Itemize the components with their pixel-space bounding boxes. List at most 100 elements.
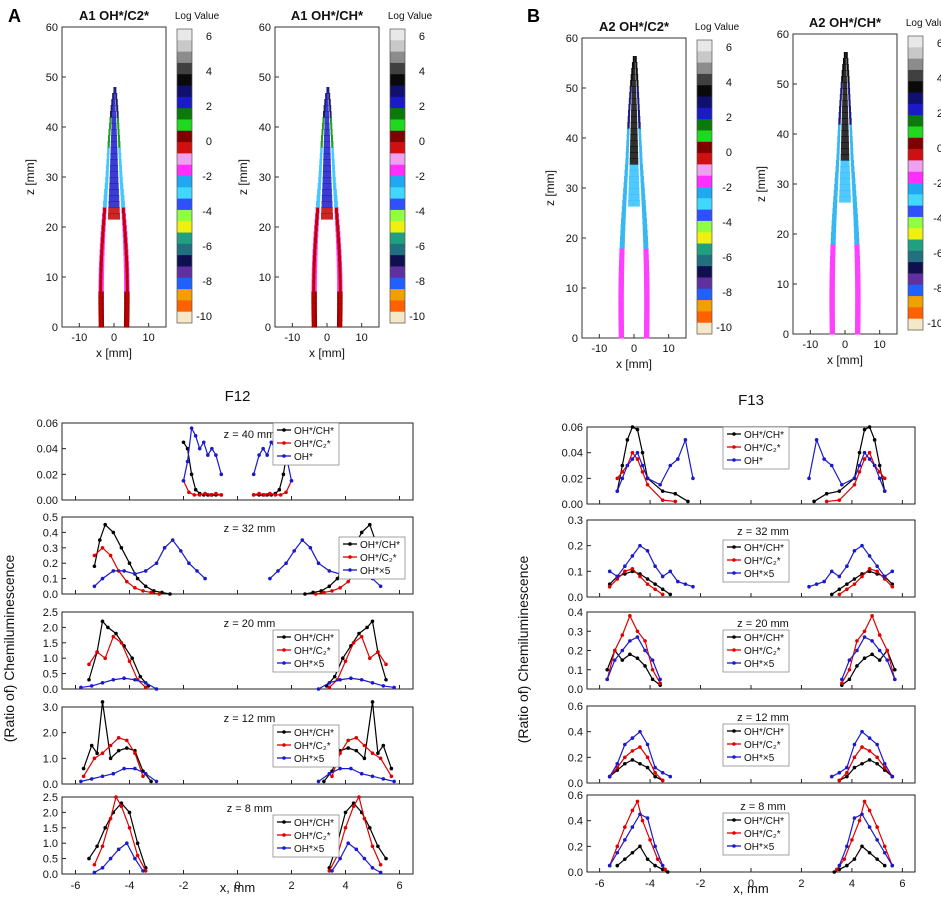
data-point — [877, 658, 882, 662]
flame-edge-segment — [125, 255, 129, 262]
flame-shell-segment — [641, 194, 646, 201]
flame-shell-segment — [626, 134, 630, 141]
series-line — [88, 802, 147, 869]
data-point — [683, 582, 688, 586]
colorbar-swatch — [390, 289, 405, 301]
data-point — [251, 472, 256, 477]
data-point — [857, 470, 862, 474]
colorbar-title: Log Value — [906, 18, 941, 29]
data-point — [867, 736, 872, 740]
data-point — [95, 844, 99, 849]
series-line — [841, 636, 896, 680]
data-point — [607, 774, 612, 779]
flame-edge-segment — [338, 297, 342, 304]
flame-shell-segment — [643, 266, 650, 273]
data-point — [127, 561, 132, 565]
map-xtick-label: 10 — [356, 332, 368, 344]
data-point — [840, 677, 844, 682]
map-ytick-label: 0 — [265, 322, 271, 334]
data-point — [640, 463, 645, 468]
data-point — [335, 576, 340, 581]
data-point — [87, 677, 91, 682]
colorbar-swatch — [697, 153, 712, 165]
map-ylabel: z [mm] — [543, 170, 557, 206]
flame-shell-segment — [849, 130, 853, 137]
data-point — [620, 470, 625, 474]
flame-core-segment — [326, 87, 328, 94]
data-point — [893, 677, 897, 682]
colorbar-swatch — [390, 209, 405, 222]
map-xtick-label: 0 — [111, 332, 117, 344]
legend-label: OH*/CH* — [744, 727, 784, 738]
flame-core-segment — [841, 118, 849, 125]
panel-letter-b: B — [527, 6, 540, 26]
series-0 — [615, 844, 887, 874]
map-ytick-label: 40 — [566, 133, 578, 145]
data-point — [100, 866, 105, 870]
data-point — [362, 856, 367, 861]
data-point — [872, 438, 877, 442]
colorbar-tick-label: -4 — [415, 206, 425, 218]
flame-edge-segment — [335, 219, 339, 226]
legend: OH*/CH* OH*/C₂* OH*×5 — [722, 629, 790, 673]
data-point — [638, 574, 642, 579]
data-point — [824, 499, 829, 504]
colorbar-swatch — [908, 58, 923, 71]
flame-edge-segment — [338, 303, 342, 310]
flame-shell-segment — [115, 99, 118, 106]
flame-shell-segment — [643, 236, 648, 243]
panel-z-label: z = 8 mm — [227, 803, 273, 815]
data-point — [192, 493, 197, 497]
flame-core-segment — [841, 112, 849, 119]
flame-core-segment — [632, 80, 636, 87]
colorbar-swatch — [390, 243, 405, 256]
data-point — [189, 472, 194, 477]
data-point — [635, 635, 640, 639]
flame-shell-segment — [829, 262, 836, 269]
colorbar-swatch — [390, 142, 405, 154]
flame-edge-segment — [313, 237, 317, 244]
data-point — [201, 440, 206, 445]
flame-shell-segment — [618, 314, 624, 321]
data-point — [852, 482, 857, 487]
data-point — [645, 765, 650, 770]
flame-shell-segment — [317, 183, 321, 190]
flame-edge-segment — [338, 279, 342, 286]
flame-shell-segment — [103, 195, 108, 202]
flame-shell-segment — [323, 111, 326, 118]
flame-edge-segment — [312, 285, 316, 292]
legend-marker — [348, 542, 352, 546]
map-ytick-label: 50 — [46, 72, 58, 84]
flame-core-segment — [628, 188, 640, 195]
data-point — [127, 826, 132, 830]
legend-marker — [732, 742, 736, 746]
data-point — [607, 863, 612, 868]
map-ytick-label: 50 — [777, 79, 789, 91]
flame-shell-segment — [852, 190, 857, 197]
legend-label: OH*/CH* — [744, 816, 784, 827]
legend: OH*/CH* OH*/C₂* OH*×5 — [272, 629, 340, 673]
data-point — [100, 844, 105, 849]
flame-shell-segment — [619, 248, 625, 255]
data-point — [343, 659, 348, 664]
data-point — [154, 687, 159, 691]
legend-label: OH*/C₂* — [294, 646, 331, 657]
legend-label: OH*×5 — [294, 844, 325, 855]
data-point — [289, 478, 294, 483]
colorbar-swatch — [908, 126, 923, 139]
panel-ytick-label: 0.4 — [568, 607, 583, 619]
flame-shell-segment — [624, 176, 628, 183]
flame-edge-segment — [125, 297, 129, 304]
flame-shell-segment — [621, 212, 626, 219]
data-point — [111, 771, 116, 776]
colorbar-frame — [176, 28, 193, 324]
panel-ytick-label: 0.2 — [568, 752, 583, 764]
flame-edge-segment — [124, 249, 128, 256]
data-point — [351, 804, 356, 809]
data-point — [368, 522, 372, 527]
flame-shell-segment — [850, 148, 854, 155]
data-point — [882, 844, 887, 849]
legend-marker — [732, 445, 736, 449]
flame-shell-segment — [835, 172, 839, 179]
data-point — [620, 633, 625, 637]
